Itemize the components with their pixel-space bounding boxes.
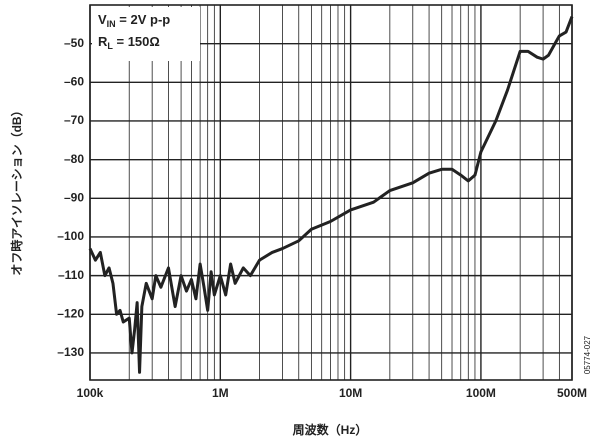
- annotation-rest: = 2V p-p: [116, 12, 171, 27]
- y-tick-label: –70: [64, 113, 84, 127]
- plot-frame: [89, 4, 573, 381]
- annotation-sub: L: [107, 41, 113, 51]
- y-tick-label: –60: [64, 74, 84, 88]
- y-tick-label: –90: [64, 190, 84, 204]
- annotation-sub: IN: [107, 19, 116, 29]
- x-tick-label: 100M: [466, 386, 496, 400]
- annotation: RL = 150Ω: [98, 34, 160, 51]
- x-tick-label: 100k: [77, 386, 104, 400]
- annotation-main: V: [98, 12, 107, 27]
- y-axis-label: オフ時アイソレーション（dB）: [9, 104, 24, 275]
- y-tick-label: –80: [64, 152, 84, 166]
- x-tick-label: 10M: [339, 386, 362, 400]
- annotation-box: [92, 7, 200, 61]
- figure-id: 05774-027: [583, 335, 592, 374]
- y-tick-label: –50: [64, 36, 84, 50]
- y-tick-label: –120: [57, 306, 84, 320]
- x-tick-label: 1M: [212, 386, 229, 400]
- data-line: [88, 16, 574, 374]
- annotation-rest: = 150Ω: [113, 34, 160, 49]
- annotation-main: R: [98, 34, 108, 49]
- x-tick-label: 500M: [557, 386, 587, 400]
- y-tick-label: –110: [58, 268, 84, 282]
- x-axis-label: 周波数（Hz）: [293, 422, 368, 437]
- y-tick-label: –130: [57, 345, 84, 359]
- y-tick-label: –100: [57, 229, 84, 243]
- annotation: VIN = 2V p-p: [98, 12, 170, 29]
